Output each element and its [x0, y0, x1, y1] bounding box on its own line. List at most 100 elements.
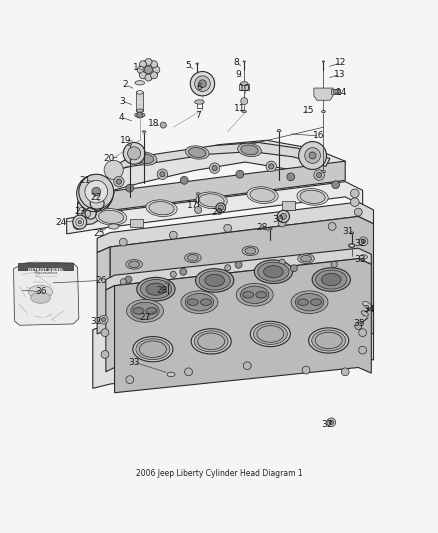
- Ellipse shape: [136, 91, 143, 94]
- Ellipse shape: [187, 299, 198, 305]
- Ellipse shape: [363, 302, 371, 308]
- Ellipse shape: [136, 339, 170, 360]
- Polygon shape: [18, 263, 73, 270]
- Ellipse shape: [136, 154, 154, 164]
- Circle shape: [151, 72, 158, 79]
- Circle shape: [194, 206, 201, 213]
- Ellipse shape: [316, 270, 347, 289]
- Circle shape: [153, 66, 160, 73]
- Ellipse shape: [95, 208, 127, 225]
- Text: 32: 32: [91, 317, 102, 326]
- Ellipse shape: [251, 321, 290, 346]
- Ellipse shape: [181, 291, 218, 313]
- Ellipse shape: [31, 293, 50, 303]
- Ellipse shape: [199, 194, 224, 207]
- Circle shape: [241, 98, 248, 104]
- Ellipse shape: [134, 112, 145, 117]
- Ellipse shape: [277, 130, 281, 132]
- Ellipse shape: [241, 145, 258, 155]
- Ellipse shape: [146, 200, 177, 216]
- Circle shape: [314, 170, 324, 180]
- Polygon shape: [78, 192, 108, 225]
- Circle shape: [160, 172, 165, 177]
- Circle shape: [305, 148, 321, 163]
- Text: 2006 Jeep Liberty Cylinder Head Diagram 1: 2006 Jeep Liberty Cylinder Head Diagram …: [136, 469, 302, 478]
- Circle shape: [354, 208, 362, 216]
- Circle shape: [350, 189, 359, 198]
- Ellipse shape: [312, 268, 350, 292]
- Ellipse shape: [191, 329, 231, 354]
- Ellipse shape: [185, 294, 214, 311]
- Circle shape: [116, 179, 121, 184]
- Circle shape: [212, 166, 217, 171]
- Polygon shape: [78, 140, 345, 204]
- Text: 32: 32: [355, 239, 366, 248]
- Text: 12: 12: [335, 58, 346, 67]
- Ellipse shape: [194, 100, 204, 104]
- Circle shape: [236, 171, 244, 178]
- Ellipse shape: [311, 299, 321, 305]
- Ellipse shape: [149, 201, 174, 215]
- Ellipse shape: [250, 189, 275, 201]
- Ellipse shape: [199, 271, 230, 290]
- Circle shape: [77, 175, 113, 212]
- Text: DETROIT DIESEL: DETROIT DIESEL: [28, 268, 64, 272]
- Ellipse shape: [264, 265, 283, 278]
- Text: 17: 17: [187, 201, 199, 210]
- Text: 5: 5: [186, 61, 191, 70]
- Ellipse shape: [133, 336, 173, 362]
- Bar: [282, 201, 295, 210]
- Circle shape: [216, 203, 226, 213]
- Ellipse shape: [109, 224, 119, 229]
- Circle shape: [73, 215, 87, 229]
- Polygon shape: [106, 248, 371, 290]
- Circle shape: [125, 276, 132, 283]
- Polygon shape: [239, 84, 250, 90]
- Ellipse shape: [268, 228, 272, 230]
- Polygon shape: [136, 92, 143, 111]
- Ellipse shape: [321, 273, 341, 286]
- Circle shape: [137, 112, 143, 118]
- Ellipse shape: [291, 291, 328, 313]
- Ellipse shape: [133, 308, 144, 314]
- Ellipse shape: [196, 192, 227, 209]
- Polygon shape: [106, 286, 115, 372]
- Ellipse shape: [349, 244, 355, 247]
- Circle shape: [355, 322, 362, 329]
- Circle shape: [328, 223, 336, 230]
- Ellipse shape: [242, 110, 247, 112]
- Text: 6: 6: [197, 83, 202, 92]
- Circle shape: [198, 80, 206, 87]
- Ellipse shape: [126, 260, 142, 269]
- Text: 2: 2: [123, 80, 128, 89]
- Circle shape: [101, 351, 109, 358]
- Circle shape: [268, 164, 274, 169]
- Text: 11: 11: [234, 104, 246, 114]
- Ellipse shape: [196, 193, 200, 195]
- Text: 8: 8: [233, 58, 239, 67]
- Circle shape: [341, 368, 349, 376]
- Ellipse shape: [258, 262, 289, 281]
- Polygon shape: [67, 182, 363, 234]
- Text: 21: 21: [79, 176, 91, 185]
- Circle shape: [145, 59, 152, 66]
- Ellipse shape: [243, 61, 245, 62]
- Ellipse shape: [240, 82, 248, 86]
- Circle shape: [185, 368, 192, 376]
- Polygon shape: [108, 161, 345, 211]
- Ellipse shape: [190, 80, 215, 87]
- Polygon shape: [93, 294, 374, 389]
- Circle shape: [99, 315, 108, 324]
- Ellipse shape: [136, 109, 143, 112]
- Polygon shape: [331, 89, 340, 94]
- Circle shape: [287, 173, 295, 181]
- Circle shape: [194, 76, 210, 92]
- Ellipse shape: [201, 299, 212, 305]
- Ellipse shape: [300, 255, 311, 262]
- Circle shape: [79, 174, 114, 209]
- Text: 29: 29: [212, 207, 223, 216]
- Text: 16: 16: [313, 132, 325, 140]
- Ellipse shape: [237, 143, 261, 157]
- Ellipse shape: [137, 277, 175, 301]
- Text: 22: 22: [91, 193, 102, 202]
